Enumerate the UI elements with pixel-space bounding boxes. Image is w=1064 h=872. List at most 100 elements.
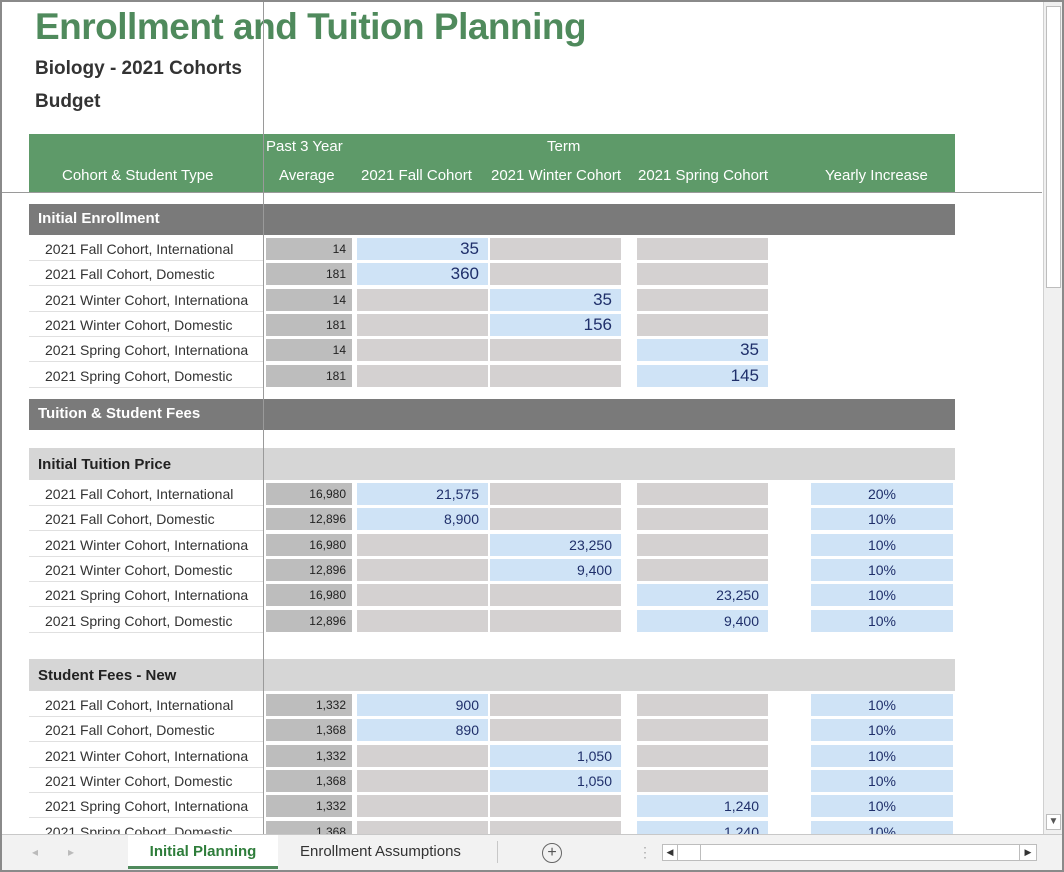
cell-input-value[interactable]: 1,050 <box>490 769 621 792</box>
cell-empty[interactable] <box>357 533 488 556</box>
tab-enrollment-assumptions[interactable]: Enrollment Assumptions <box>300 843 461 860</box>
tab-scroll-right-icon[interactable]: ▸ <box>68 845 75 859</box>
cell-empty[interactable] <box>357 820 488 834</box>
cell-empty[interactable] <box>490 820 621 834</box>
cell-past-average[interactable]: 1,332 <box>266 795 352 818</box>
cell-input-value[interactable]: 35 <box>637 339 768 362</box>
row-divider <box>29 580 263 582</box>
cell-past-average[interactable]: 14 <box>266 238 352 260</box>
cell-empty[interactable] <box>490 609 621 632</box>
cell-empty[interactable] <box>490 263 621 286</box>
add-sheet-icon[interactable]: + <box>542 843 562 863</box>
cell-empty[interactable] <box>490 584 621 607</box>
cell-yearly-increase[interactable]: 10% <box>811 820 953 834</box>
cell-past-average[interactable]: 12,896 <box>266 609 352 632</box>
cell-empty[interactable] <box>637 313 768 336</box>
cell-input-value[interactable]: 1,240 <box>637 795 768 818</box>
cell-empty[interactable] <box>357 339 488 362</box>
cell-past-average[interactable]: 1,368 <box>266 769 352 792</box>
freeze-pane-horizontal <box>2 192 1042 193</box>
cell-empty[interactable] <box>357 744 488 767</box>
cell-past-average[interactable]: 1,332 <box>266 694 352 716</box>
cell-yearly-increase[interactable]: 20% <box>811 483 953 505</box>
cell-empty[interactable] <box>357 313 488 336</box>
cell-past-average[interactable]: 16,980 <box>266 584 352 607</box>
cell-empty[interactable] <box>490 364 621 387</box>
cell-input-value[interactable]: 1,050 <box>490 744 621 767</box>
cell-past-average[interactable]: 14 <box>266 339 352 362</box>
tab-split-handle-icon[interactable]: ⋮ <box>638 844 652 860</box>
cell-input-value[interactable]: 9,400 <box>490 558 621 581</box>
cell-empty[interactable] <box>357 364 488 387</box>
cell-input-value[interactable]: 9,400 <box>637 609 768 632</box>
cell-empty[interactable] <box>490 795 621 818</box>
cell-yearly-increase[interactable]: 10% <box>811 719 953 742</box>
cell-input-value[interactable]: 35 <box>357 238 488 260</box>
cell-input-value[interactable]: 8,900 <box>357 508 488 531</box>
vertical-scrollbar[interactable]: ▼ <box>1043 2 1062 834</box>
cell-input-value[interactable]: 145 <box>637 364 768 387</box>
cell-yearly-increase[interactable]: 10% <box>811 558 953 581</box>
cell-input-value[interactable]: 900 <box>357 694 488 716</box>
cell-empty[interactable] <box>637 508 768 531</box>
cell-input-value[interactable]: 35 <box>490 288 621 311</box>
horizontal-scrollbar[interactable]: ◀ <box>662 844 1037 861</box>
cell-past-average[interactable]: 181 <box>266 364 352 387</box>
cell-empty[interactable] <box>637 769 768 792</box>
cell-yearly-increase[interactable]: 10% <box>811 769 953 792</box>
cell-past-average[interactable]: 16,980 <box>266 533 352 556</box>
cell-empty[interactable] <box>637 744 768 767</box>
cell-past-average[interactable]: 181 <box>266 263 352 286</box>
scroll-down-icon[interactable]: ▼ <box>1046 814 1061 830</box>
cell-yearly-increase[interactable]: 10% <box>811 609 953 632</box>
cell-yearly-increase[interactable]: 10% <box>811 694 953 716</box>
cell-input-value[interactable]: 156 <box>490 313 621 336</box>
cell-empty[interactable] <box>357 609 488 632</box>
scroll-right-icon[interactable]: ▶ <box>1019 844 1037 861</box>
cell-empty[interactable] <box>357 288 488 311</box>
cell-empty[interactable] <box>357 769 488 792</box>
cell-past-average[interactable]: 181 <box>266 313 352 336</box>
cell-yearly-increase[interactable]: 10% <box>811 508 953 531</box>
tab-scroll-left-icon[interactable]: ◂ <box>32 845 39 859</box>
cell-empty[interactable] <box>357 584 488 607</box>
cell-input-value[interactable]: 890 <box>357 719 488 742</box>
cell-past-average[interactable]: 12,896 <box>266 558 352 581</box>
cell-empty[interactable] <box>490 339 621 362</box>
cell-yearly-increase[interactable]: 10% <box>811 533 953 556</box>
cell-empty[interactable] <box>637 719 768 742</box>
cell-past-average[interactable]: 12,896 <box>266 508 352 531</box>
cell-empty[interactable] <box>637 694 768 716</box>
cell-yearly-increase[interactable]: 10% <box>811 795 953 818</box>
cell-yearly-increase[interactable]: 10% <box>811 584 953 607</box>
cell-empty[interactable] <box>490 508 621 531</box>
cell-yearly-increase[interactable]: 10% <box>811 744 953 767</box>
cell-empty[interactable] <box>357 558 488 581</box>
cell-input-value[interactable]: 21,575 <box>357 483 488 505</box>
cell-input-value[interactable]: 1,240 <box>637 820 768 834</box>
scroll-left-icon[interactable]: ◀ <box>663 845 678 860</box>
cell-empty[interactable] <box>637 558 768 581</box>
cell-empty[interactable] <box>490 483 621 505</box>
cell-empty[interactable] <box>357 795 488 818</box>
cell-input-value[interactable]: 23,250 <box>637 584 768 607</box>
cell-empty[interactable] <box>490 238 621 260</box>
tab-initial-planning[interactable]: Initial Planning <box>128 835 278 869</box>
cell-empty[interactable] <box>490 694 621 716</box>
cell-empty[interactable] <box>637 483 768 505</box>
cell-past-average[interactable]: 1,368 <box>266 719 352 742</box>
cell-empty[interactable] <box>637 288 768 311</box>
row-label: 2021 Spring Cohort, Domestic <box>45 612 233 629</box>
cell-input-value[interactable]: 23,250 <box>490 533 621 556</box>
scrollbar-thumb[interactable] <box>1046 6 1061 288</box>
hscroll-thumb[interactable] <box>678 845 701 860</box>
cell-empty[interactable] <box>490 719 621 742</box>
cell-past-average[interactable]: 1,332 <box>266 744 352 767</box>
cell-empty[interactable] <box>637 238 768 260</box>
cell-empty[interactable] <box>637 533 768 556</box>
cell-past-average[interactable]: 16,980 <box>266 483 352 505</box>
cell-past-average[interactable]: 14 <box>266 288 352 311</box>
cell-past-average[interactable]: 1,368 <box>266 820 352 834</box>
cell-input-value[interactable]: 360 <box>357 263 488 286</box>
cell-empty[interactable] <box>637 263 768 286</box>
